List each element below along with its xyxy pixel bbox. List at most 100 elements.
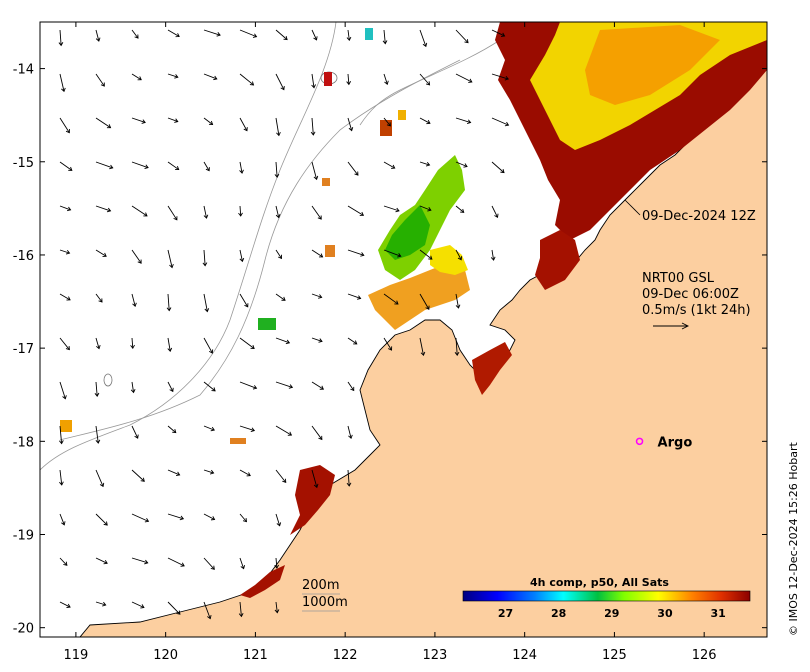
sst-pixel <box>398 110 406 120</box>
current-vector <box>311 381 324 390</box>
sst-patch-yellow-coast <box>430 245 468 275</box>
current-vector <box>419 117 431 124</box>
current-vector-head <box>319 385 325 390</box>
current-vector-head <box>395 207 400 213</box>
current-vector-head <box>428 255 433 260</box>
current-vector <box>167 601 181 615</box>
current-vector <box>95 513 108 526</box>
current-vector-head <box>63 561 68 566</box>
current-vector <box>491 205 498 218</box>
scale-note-label: 0.5m/s (1kt 24h) <box>642 303 751 318</box>
current-vector-head <box>386 122 391 127</box>
sst-pixel <box>60 420 72 432</box>
current-vector-head <box>397 253 402 258</box>
current-vector-head <box>391 164 396 169</box>
current-vector <box>239 29 257 38</box>
current-vector-head <box>276 132 281 137</box>
sst-patch-orange-coast <box>368 262 470 330</box>
current-vector-head <box>382 40 388 45</box>
current-vector <box>239 513 247 522</box>
current-vector <box>347 381 355 391</box>
lon-tick-label: 122 <box>333 648 358 663</box>
current-vector-head <box>281 296 286 301</box>
current-vector <box>95 337 100 349</box>
isobath-1000m-label: 1000m <box>302 595 348 610</box>
current-vector-head <box>425 81 431 86</box>
current-vector-head <box>388 346 393 351</box>
lon-tick-label: 123 <box>422 648 447 663</box>
current-vector <box>203 293 208 312</box>
current-vector-head <box>134 434 139 439</box>
current-vector-head <box>422 42 428 48</box>
current-vector-head <box>106 207 112 213</box>
current-vector-head <box>359 211 365 216</box>
current-vector <box>95 73 105 87</box>
current-vector-field <box>58 29 510 620</box>
current-vector-head <box>238 613 244 618</box>
current-vector <box>419 205 432 211</box>
colorbar-tick-label: 28 <box>551 607 566 620</box>
current-vector-head <box>144 164 149 169</box>
current-vector <box>239 73 254 86</box>
current-vector <box>239 601 242 617</box>
isobath-200m-label: 200m <box>302 578 339 593</box>
current-vector <box>131 249 142 264</box>
current-vector <box>311 469 318 488</box>
current-vector <box>275 73 285 90</box>
lon-tick-label: 119 <box>63 648 88 663</box>
current-vector <box>239 205 242 217</box>
current-vector-head <box>98 298 103 303</box>
current-vector-head <box>61 87 66 93</box>
current-vector-head <box>207 614 212 620</box>
current-vector-head <box>96 345 101 350</box>
current-vector-head <box>384 80 389 85</box>
current-vector <box>311 29 317 41</box>
current-vector <box>347 29 350 41</box>
current-vector-head <box>132 302 137 308</box>
current-vector-head <box>274 173 280 179</box>
current-vector <box>59 29 62 46</box>
current-vector-head <box>203 214 209 219</box>
current-vector <box>131 293 136 307</box>
current-vector <box>347 293 361 299</box>
current-vector-head <box>208 349 214 354</box>
current-vector <box>239 293 249 308</box>
isobath-1000m-line <box>59 59 461 441</box>
colorbar-tick-label: 30 <box>657 607 673 620</box>
timestamp-label: 09-Dec-2024 12Z <box>642 209 756 224</box>
current-vector <box>455 293 459 309</box>
current-vector-head <box>353 340 358 345</box>
current-vector-head <box>204 308 210 313</box>
current-vector-head <box>420 351 426 357</box>
current-vector-head <box>318 435 323 441</box>
current-vector-head <box>172 429 177 434</box>
current-vector <box>59 205 71 211</box>
lon-tick-label: 126 <box>692 648 717 663</box>
current-vector-head <box>500 32 506 37</box>
current-vector-head <box>313 36 318 41</box>
current-vector <box>383 249 401 257</box>
current-vector <box>203 73 217 80</box>
current-vector <box>311 337 323 342</box>
current-vector <box>203 513 215 520</box>
current-vector-head <box>426 119 431 125</box>
sst-patch-south-red <box>240 565 285 598</box>
current-vector <box>59 513 65 526</box>
current-vector <box>347 73 350 85</box>
current-vector-head <box>454 351 460 356</box>
current-vector <box>275 293 286 301</box>
current-vector-head <box>246 472 251 477</box>
current-vector-head <box>68 166 73 171</box>
current-vector-head <box>167 347 173 353</box>
current-vector-head <box>175 33 180 38</box>
current-vector-head <box>103 559 108 565</box>
current-vector <box>59 425 63 444</box>
current-vector <box>419 161 430 166</box>
current-vector <box>347 117 353 131</box>
current-vector-head <box>504 75 510 81</box>
current-vector-head <box>58 440 64 445</box>
plot-frame <box>39 21 768 638</box>
current-vector-head <box>464 39 469 44</box>
current-vector <box>59 337 70 350</box>
current-vector-head <box>175 166 180 171</box>
